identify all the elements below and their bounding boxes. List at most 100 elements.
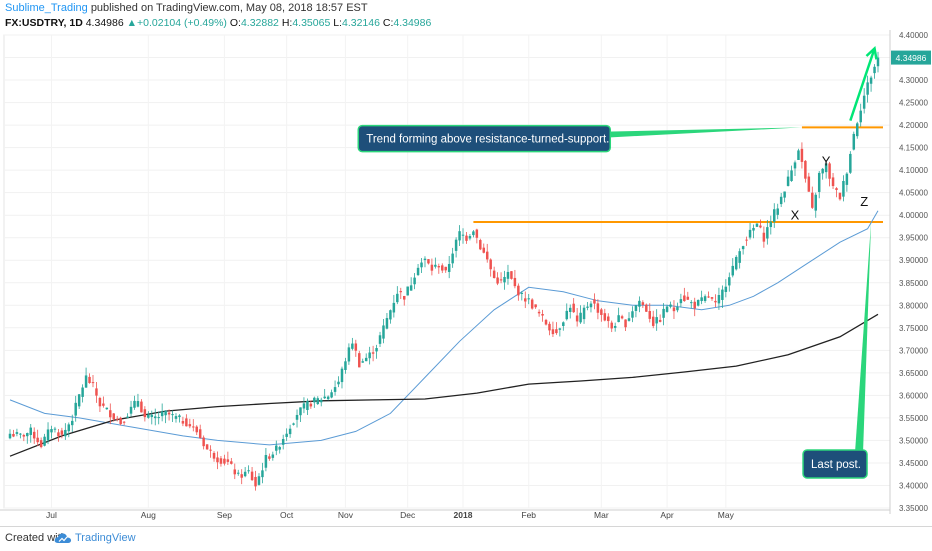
candle-up (738, 251, 741, 263)
candle-up (676, 307, 679, 311)
y-tick-label: 3.65000 (899, 369, 928, 378)
time-axis[interactable]: Jul Aug Sep Oct Nov Dec 2018 Feb Mar Apr May (0, 509, 890, 520)
candle-up (164, 410, 167, 416)
candle-up (506, 271, 510, 279)
y-tick-label: 3.55000 (899, 414, 928, 423)
y-tick-label: 3.60000 (899, 391, 928, 400)
candle-up (264, 455, 268, 468)
candle-up (852, 133, 856, 150)
candle-down (205, 444, 209, 450)
candle-up (26, 433, 29, 437)
candle-up (133, 400, 136, 408)
candle-up (364, 357, 368, 362)
callout-text: Trend forming above resistance-turned-su… (366, 134, 609, 146)
candle-up (351, 343, 354, 349)
tradingview-brand[interactable]: TradingView (54, 530, 136, 546)
candle-down (437, 266, 441, 268)
candle-up (586, 306, 589, 308)
candle-up (409, 285, 413, 291)
candle-down (465, 235, 468, 241)
callout-box (802, 449, 868, 479)
candle-up (382, 325, 385, 339)
candle-down (607, 316, 610, 322)
publish-line: Sublime_Trading published on TradingView… (5, 2, 368, 14)
candle-up (876, 57, 880, 67)
x-tick-label: 2018 (454, 510, 473, 520)
candle-down (645, 304, 648, 312)
candlesticks (8, 51, 880, 491)
candle-up (302, 403, 306, 409)
candle-up (326, 396, 330, 400)
candle-up (734, 256, 738, 270)
candle-down (233, 469, 237, 475)
tradingview-cloud-icon (54, 533, 72, 543)
candle-down (510, 271, 513, 279)
candle-up (392, 302, 396, 313)
change-up-icon: ▲ (126, 17, 138, 29)
candle-up (824, 163, 828, 173)
candle-down (12, 433, 15, 437)
x-tick-label: Sep (217, 510, 232, 520)
candle-down (427, 259, 430, 264)
candle-down (140, 401, 143, 413)
candle-up (347, 347, 351, 362)
candle-down (517, 285, 520, 296)
candle-up (866, 82, 869, 95)
candle-down (593, 299, 596, 304)
candle-down (603, 313, 607, 321)
candle-down (112, 413, 115, 420)
candle-up (451, 253, 454, 264)
candle-down (492, 270, 496, 279)
candle-up (634, 305, 638, 311)
candle-down (624, 319, 627, 328)
y-tick-label: 4.05000 (899, 189, 928, 198)
candle-up (717, 295, 721, 304)
price-axis[interactable]: 3.35000 3.40000 3.45000 3.50000 3.55000 3.600… (889, 30, 931, 514)
candle-down (185, 418, 188, 427)
candle-up (150, 414, 154, 418)
candle-up (821, 168, 824, 174)
candle-down (513, 277, 517, 287)
candle-up (814, 194, 817, 211)
candle-down (122, 421, 126, 423)
candle-up (769, 221, 773, 228)
candle-up (724, 286, 728, 292)
wave-label: X (791, 208, 800, 223)
x-tick-label: Nov (338, 510, 354, 520)
candle-down (648, 311, 652, 319)
candle-up (752, 227, 755, 231)
candle-down (807, 176, 811, 192)
annotations: Trend forming above resistance-turned-su… (357, 46, 878, 479)
candle-up (755, 223, 759, 227)
change-value: +0.02104 (+0.49%) (137, 17, 227, 29)
candle-down (240, 474, 243, 478)
candle-down (188, 424, 192, 427)
candle-down (371, 352, 375, 354)
candle-up (361, 361, 364, 363)
open-value: 4.32882 (240, 17, 279, 29)
author-link[interactable]: Sublime_Trading (5, 2, 88, 14)
candle-up (731, 265, 735, 276)
candle-down (835, 188, 838, 190)
candle-up (295, 414, 299, 420)
candle-up (793, 162, 797, 169)
candle-down (402, 296, 406, 300)
price-chart[interactable]: Trend forming above resistance-turned-su… (0, 30, 932, 526)
candle-up (323, 396, 326, 399)
candle-down (399, 291, 403, 293)
published-text: published on TradingView.com, May 08, 20… (90, 2, 368, 14)
symbol-label[interactable]: FX:USDTRY, 1D (5, 17, 83, 29)
candle-up (420, 262, 423, 268)
x-tick-label: Aug (141, 510, 156, 520)
candle-up (721, 289, 724, 300)
candle-down (309, 403, 313, 407)
candle-down (610, 322, 613, 329)
candle-up (797, 150, 800, 160)
candle-up (776, 208, 779, 215)
candle-up (389, 310, 392, 320)
candle-down (475, 229, 479, 238)
candle-down (57, 432, 60, 437)
candle-down (115, 418, 119, 420)
candle-down (219, 458, 223, 464)
y-tick-label: 4.15000 (899, 144, 928, 153)
